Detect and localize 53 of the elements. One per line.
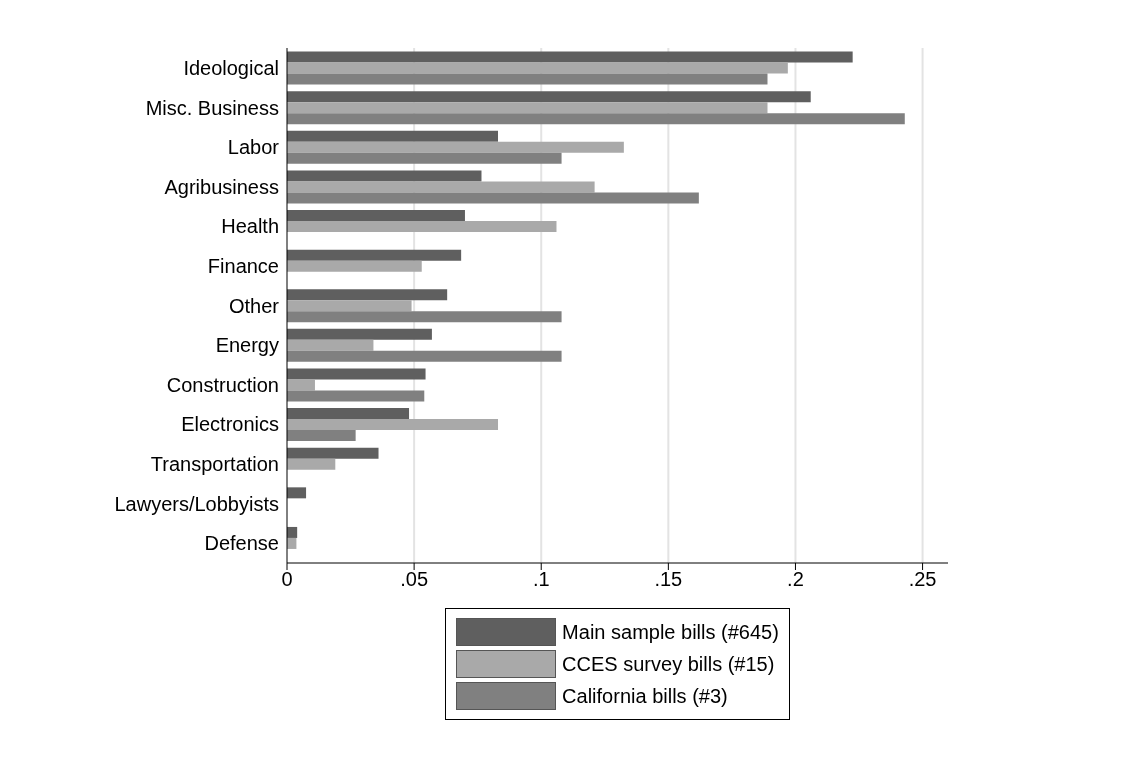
bar [287, 408, 410, 420]
bar [287, 62, 788, 74]
x-tick-label: .25 [908, 568, 937, 591]
bar [287, 113, 905, 125]
y-tick-label: Finance [207, 254, 279, 277]
bar [287, 311, 562, 323]
bar [287, 289, 448, 301]
y-tick-label: Electronics [181, 413, 279, 436]
bar [287, 141, 624, 153]
bar [287, 458, 336, 470]
y-tick-label: Construction [166, 373, 279, 396]
x-tick-label: .05 [400, 568, 429, 591]
bar [287, 210, 465, 222]
x-tick-label: .1 [532, 568, 550, 591]
bar [287, 350, 562, 362]
bar [287, 221, 557, 233]
bar [287, 339, 374, 351]
bar [287, 152, 562, 164]
bar [287, 91, 811, 103]
y-tick-label: Labor [227, 136, 280, 159]
y-tick-label: Defense [204, 532, 279, 555]
bar [287, 328, 432, 340]
legend-label: Main sample bills (#645) [562, 620, 779, 644]
legend-label: California bills (#3) [562, 684, 728, 708]
bar [287, 181, 595, 193]
bar [287, 102, 768, 114]
bar [287, 368, 426, 380]
bar [287, 390, 425, 402]
bar [287, 419, 499, 431]
y-tick-label: Misc. Business [145, 96, 279, 119]
bar [287, 300, 412, 312]
bar [287, 260, 422, 272]
bar [287, 51, 853, 63]
bar [287, 192, 699, 204]
y-tick-label: Transportation [150, 453, 279, 476]
x-tick-label: .15 [654, 568, 683, 591]
bar [287, 130, 499, 142]
x-tick-label: .2 [787, 568, 804, 591]
x-tick-label: 0 [281, 568, 293, 591]
legend-label: CCES survey bills (#15) [562, 652, 775, 676]
y-tick-label: Agribusiness [164, 175, 279, 198]
y-tick-label: Health [221, 215, 279, 238]
bar [287, 430, 356, 442]
bar [287, 249, 462, 261]
bar [287, 73, 768, 85]
bar [287, 447, 379, 459]
bar [287, 170, 482, 182]
y-tick-label: Energy [215, 334, 279, 357]
bar [287, 487, 307, 499]
y-tick-label: Other [228, 294, 280, 317]
y-tick-label: Lawyers/Lobbyists [114, 492, 279, 515]
bar [287, 379, 315, 391]
y-tick-label: Ideological [183, 56, 279, 79]
